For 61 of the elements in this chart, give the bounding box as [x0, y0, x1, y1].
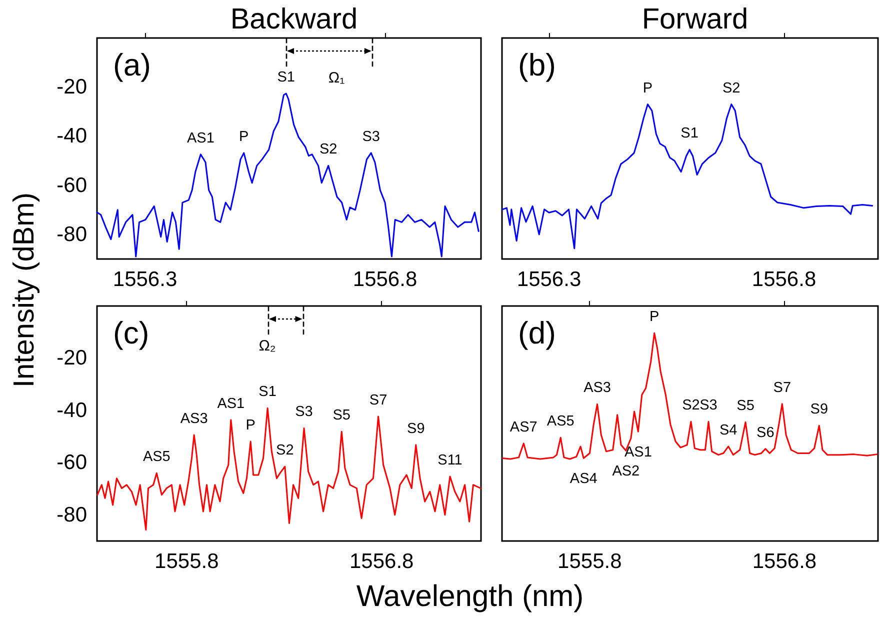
annotation: S2	[682, 398, 700, 414]
line-series	[96, 407, 482, 531]
y-tick-label: -60	[56, 174, 87, 197]
annotation: S6	[756, 424, 774, 441]
annotation: S4	[720, 422, 738, 438]
chart-title: Forward	[642, 4, 748, 36]
annotation: AS1	[624, 444, 652, 461]
y-axis-title: Intensity (dBm)	[8, 192, 42, 388]
annotation: P	[239, 128, 249, 145]
annotation: S7	[773, 380, 792, 396]
ref-line-label: Ω₂	[258, 338, 276, 354]
x-tick-label: 1556.8	[752, 550, 817, 573]
annotation: AS2	[612, 464, 640, 480]
annotation: S2	[722, 80, 740, 96]
annotation: S5	[736, 398, 754, 414]
annotation: AS4	[570, 471, 598, 488]
y-tick-label: -40	[56, 124, 87, 148]
y-tick-label: -80	[56, 222, 87, 246]
annotation: P	[246, 418, 256, 434]
annotation: S2	[276, 442, 294, 459]
annotation: AS7	[510, 419, 538, 436]
annotation: AS1	[186, 130, 214, 146]
annotation: P	[650, 309, 660, 326]
annotation: S11	[438, 452, 462, 469]
x-tick-label: 1556.8	[352, 268, 418, 291]
x-tick-label: 1555.8	[558, 550, 622, 573]
y-tick-label: -20	[56, 76, 87, 99]
annotation: S9	[810, 402, 828, 418]
annotation: S9	[407, 420, 425, 437]
ref-line-label: Ω₁	[328, 70, 345, 86]
y-tick-label: -80	[56, 503, 87, 526]
x-tick-label: 1555.8	[154, 550, 219, 573]
x-tick-label: 1556.3	[112, 268, 178, 291]
annotation: S7	[369, 392, 388, 408]
line-series	[96, 92, 480, 258]
annotation: (b)	[518, 48, 556, 82]
annotation: (d)	[518, 316, 556, 350]
annotation: S1	[258, 384, 276, 400]
x-tick-label: 1556.8	[349, 550, 414, 573]
annotation: AS5	[546, 414, 574, 430]
chart-title: Backward	[230, 4, 358, 36]
x-tick-label: 1556.3	[516, 268, 582, 291]
annotation: AS3	[584, 380, 611, 396]
y-tick-label: -20	[56, 346, 87, 370]
y-tick-label: -40	[56, 398, 87, 422]
annotation: S5	[332, 408, 351, 424]
y-tick-label: -60	[56, 451, 87, 474]
annotation: AS5	[142, 449, 170, 466]
annotation: S3	[295, 404, 313, 420]
annotation: S3	[700, 398, 718, 414]
annotation: (a)	[113, 48, 151, 82]
annotation: S2	[319, 142, 338, 158]
annotation: P	[642, 80, 653, 96]
annotation: AS3	[180, 410, 208, 427]
annotation: (c)	[113, 316, 150, 350]
x-axis-title: Wavelength (nm)	[356, 580, 584, 614]
annotation: S1	[277, 69, 295, 86]
annotation: S1	[680, 126, 698, 142]
annotation: S3	[362, 128, 380, 145]
x-tick-label: 1556.8	[752, 268, 816, 291]
annotation: AS1	[217, 396, 245, 412]
